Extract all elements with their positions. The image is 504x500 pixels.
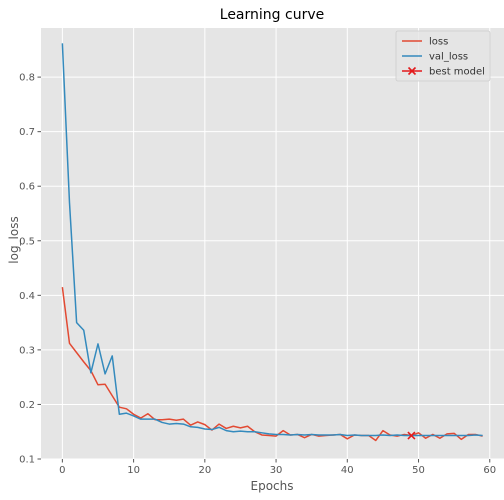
series-line-val-loss [61, 43, 483, 437]
legend-entry-val-loss: val_loss [402, 52, 468, 63]
x-tick-label: 0 [59, 465, 65, 476]
legend-entry-loss: loss [402, 37, 448, 48]
legend-marker [407, 66, 417, 76]
x-axis-label: Epochs [251, 479, 294, 493]
legend-entry-best-model: best model [402, 67, 485, 78]
y-tick-label: 0.8 [19, 73, 35, 84]
plot-background [41, 28, 504, 459]
best-model-marker-group [407, 431, 416, 440]
y-tick-label: 0.7 [19, 127, 35, 138]
y-tick-label: 0.6 [19, 182, 35, 193]
y-axis-label: log_loss [7, 216, 21, 263]
legend-box [395, 30, 491, 82]
x-tick-label: 20 [198, 465, 211, 476]
grid-lines [41, 28, 504, 460]
y-tick-label: 0.2 [19, 400, 35, 411]
y-tick-label: 0.5 [19, 236, 35, 247]
x-tick-label: 10 [127, 465, 140, 476]
plot-area [41, 28, 504, 459]
axis-ticks: 0 10 20 30 40 50 60 0.1 0.2 0.3 0.4 0.5 0.6 0.7 0.8 [19, 73, 496, 476]
y-tick-label: 0.1 [19, 455, 35, 466]
x-tick-label: 30 [270, 465, 283, 476]
x-tick-label: 40 [341, 465, 354, 476]
legend-label: val_loss [429, 52, 468, 63]
x-tick-label: 60 [483, 465, 496, 476]
legend-label: best model [429, 67, 485, 78]
legend-label: loss [429, 37, 448, 48]
chart-title: Learning curve [220, 7, 324, 23]
best-model-marker [407, 431, 416, 440]
y-tick-label: 0.3 [19, 345, 35, 356]
y-tick-label: 0.4 [19, 291, 35, 302]
x-tick-label: 50 [412, 465, 425, 476]
